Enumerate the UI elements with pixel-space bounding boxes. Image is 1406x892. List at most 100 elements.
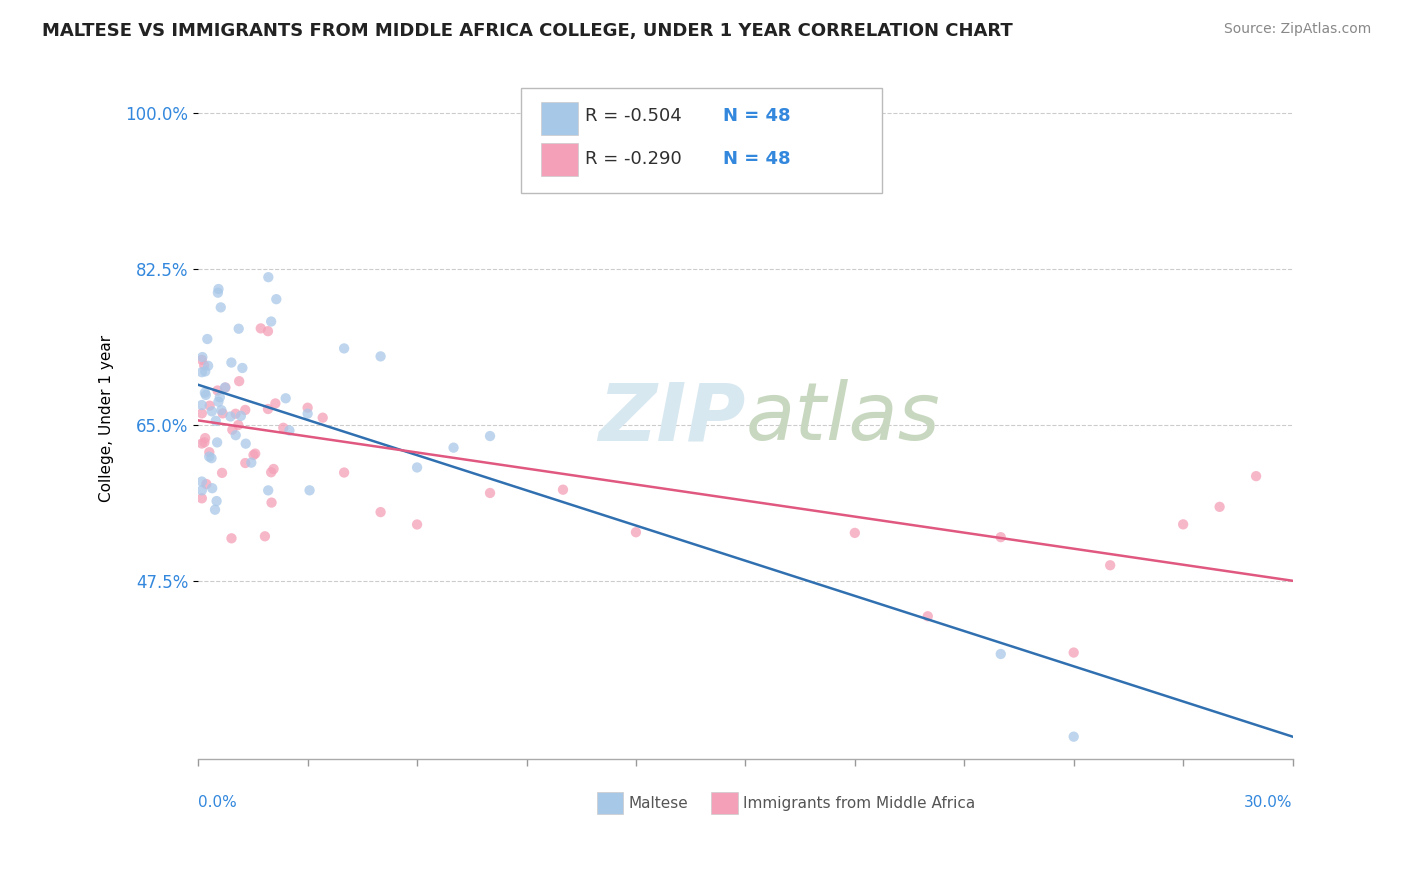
Point	[191, 398, 214, 412]
Point	[219, 409, 242, 424]
Point	[228, 322, 250, 336]
Point	[333, 342, 356, 356]
Point	[240, 456, 263, 470]
Point	[406, 460, 429, 475]
Point	[191, 350, 214, 364]
Text: R = -0.504: R = -0.504	[585, 107, 682, 125]
Point	[443, 441, 465, 455]
Point	[274, 392, 297, 406]
Point	[249, 321, 271, 335]
Point	[406, 517, 429, 532]
Point	[204, 502, 226, 516]
Point	[551, 483, 574, 497]
Point	[211, 466, 233, 480]
Text: Source: ZipAtlas.com: Source: ZipAtlas.com	[1223, 22, 1371, 37]
Point	[257, 402, 280, 417]
Point	[194, 385, 217, 400]
Point	[207, 384, 229, 398]
Point	[1063, 730, 1085, 744]
Point	[266, 292, 288, 306]
Point	[211, 406, 233, 420]
Point	[260, 495, 283, 509]
Point	[204, 414, 226, 428]
Point	[257, 270, 280, 285]
Point	[209, 403, 232, 417]
Point	[273, 421, 295, 435]
FancyBboxPatch shape	[541, 143, 578, 177]
Text: N = 48: N = 48	[724, 150, 792, 169]
Point	[242, 448, 264, 462]
Text: atlas: atlas	[745, 379, 941, 458]
Point	[195, 332, 218, 346]
Point	[201, 481, 224, 495]
Point	[225, 428, 247, 442]
FancyBboxPatch shape	[711, 792, 738, 814]
Point	[195, 477, 218, 491]
Point	[191, 475, 214, 489]
Point	[231, 361, 253, 376]
Point	[844, 525, 866, 540]
Point	[263, 462, 285, 476]
Point	[297, 407, 319, 421]
Point	[201, 404, 224, 418]
Point	[207, 394, 229, 409]
Point	[312, 410, 335, 425]
Point	[194, 364, 217, 378]
Point	[221, 531, 243, 545]
Point	[1063, 646, 1085, 660]
Point	[221, 355, 243, 369]
Point	[260, 314, 283, 328]
Text: Maltese: Maltese	[628, 796, 688, 811]
Point	[207, 285, 229, 300]
Text: Immigrants from Middle Africa: Immigrants from Middle Africa	[744, 796, 976, 811]
Point	[214, 380, 236, 394]
Point	[1171, 517, 1194, 532]
Point	[214, 380, 236, 394]
Point	[191, 406, 214, 420]
Point	[1208, 500, 1230, 514]
Point	[191, 491, 214, 506]
Point	[194, 388, 217, 402]
Point	[191, 365, 214, 379]
Point	[1244, 469, 1267, 483]
Point	[624, 525, 647, 540]
Point	[260, 465, 283, 479]
Point	[233, 403, 256, 417]
Point	[198, 399, 221, 413]
Point	[370, 505, 392, 519]
Point	[257, 483, 280, 498]
Point	[193, 435, 215, 450]
FancyBboxPatch shape	[522, 87, 882, 194]
Text: ZIP: ZIP	[598, 379, 745, 458]
Point	[333, 466, 356, 480]
Point	[228, 374, 250, 388]
Point	[253, 529, 276, 543]
Point	[225, 407, 247, 421]
Text: 30.0%: 30.0%	[1244, 795, 1292, 810]
FancyBboxPatch shape	[541, 102, 578, 136]
Point	[200, 451, 222, 466]
Point	[205, 494, 228, 508]
FancyBboxPatch shape	[596, 792, 623, 814]
Point	[1099, 558, 1122, 573]
Point	[990, 530, 1012, 544]
Point	[297, 401, 319, 415]
Point	[257, 324, 280, 338]
Point	[198, 445, 221, 459]
Point	[193, 359, 215, 373]
Point	[191, 483, 214, 498]
Point	[264, 396, 287, 410]
Point	[233, 456, 256, 470]
Point	[209, 301, 232, 315]
Point	[298, 483, 321, 498]
Point	[235, 436, 257, 450]
Y-axis label: College, Under 1 year: College, Under 1 year	[100, 334, 114, 501]
Point	[226, 417, 249, 432]
Point	[479, 429, 502, 443]
Point	[207, 282, 229, 296]
Point	[990, 647, 1012, 661]
Point	[194, 431, 217, 445]
Text: MALTESE VS IMMIGRANTS FROM MIDDLE AFRICA COLLEGE, UNDER 1 YEAR CORRELATION CHART: MALTESE VS IMMIGRANTS FROM MIDDLE AFRICA…	[42, 22, 1012, 40]
Point	[245, 447, 267, 461]
Point	[198, 450, 221, 464]
